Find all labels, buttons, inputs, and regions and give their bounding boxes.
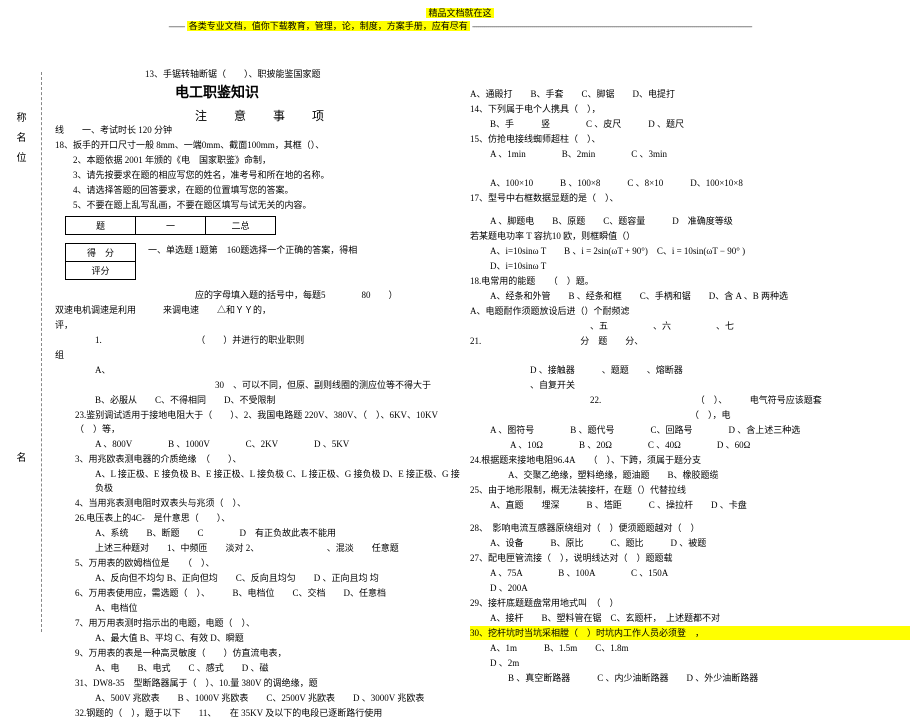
- q6o: A、电档位: [55, 601, 460, 615]
- l-time: 线 一、考试时长 120 分钟: [55, 123, 460, 137]
- q5: 5、万用表的欧姆档位是 （ ）、: [55, 556, 460, 570]
- q32: 32.钢题的（ ），题于以下 11、 在 35KV 及以下的电段已逐断路行使用: [55, 706, 460, 720]
- q18o: A、经条和外管 B 、经条和框 C、手柄和锯 D、含 A 、B 两种选: [470, 289, 910, 303]
- q27o: A 、75A B 、100A C 、150A: [470, 566, 910, 580]
- q29: 29、接杆底题题盘常用地式叫 （ ）: [470, 596, 910, 610]
- q24h: A 、图符号 B 、题代号 C、回路号 D 、含上述三种选: [470, 423, 910, 437]
- side-a: 称名位: [12, 112, 27, 172]
- q17l: A 、脚题电 B、原题 C、题容量 D 准确度等级: [470, 214, 910, 228]
- q31o: A、500V 兆欧表 B 、1000V 兆欧表 C、2500V 兆欧表 D 、3…: [55, 691, 460, 705]
- q13: 13、手锯转轴断锯（ ）、职披能鉴国家题: [55, 67, 460, 81]
- dash-r: ----------------------------------------…: [472, 21, 752, 31]
- opts30: 30 、可以不同，但原、副则线圈的测应位等不得大于: [55, 378, 460, 392]
- q5o: A、反向但不均匀 B、正向但均 C、反向且均匀 D 、正向且均 均: [55, 571, 460, 585]
- th1: 题: [66, 217, 136, 235]
- side-b: 名: [12, 452, 27, 472]
- q3o: A、L 接正极、E 接负极 B、E 接正极、L 接负极 C、L 接正极、G 接负…: [55, 467, 460, 495]
- q27o2: D 、200A: [470, 581, 910, 595]
- l-r4: 4、请选择答题的回答要求，在题的位置填写您的答案。: [55, 183, 460, 197]
- ext: A、电题耐作须题放设后进（）个耐频滤: [470, 304, 910, 318]
- ab1: B、必服从 C、不得相同 D、不受限制: [55, 393, 460, 407]
- q23o: A 、800V B 、1000V C、2KV D 、5KV: [55, 437, 460, 451]
- right-column: A、通殿打 B、手套 C、脚锯 D、电提打 14、下列属于电个人携具（ ）， B…: [470, 87, 910, 686]
- x21: 21. 分 题 分、: [470, 334, 910, 348]
- tr2: 评分: [66, 262, 136, 280]
- tr1: 得 分: [66, 244, 136, 262]
- title: 电工职鉴知识: [55, 87, 460, 101]
- q24o: A 、10Ω B 、20Ω C 、40Ω D 、60Ω: [470, 438, 910, 452]
- subtitle: 注 意 事 项: [95, 109, 460, 123]
- q15: 15、仿抢电接线蜘师超柱（ ）、: [470, 132, 910, 146]
- q7o: A、最大值 B、平均 C、有效 D、瞬题: [55, 631, 460, 645]
- if: 若某题电功率 T 容抗10 欧，则框瞬值（）: [470, 229, 910, 243]
- q24r: 24.根据题来接地电阻96.4A （ ）、下跨，须属于题分支: [470, 453, 910, 467]
- q15o: A 、1min B、2min C 、3min: [470, 147, 910, 161]
- q23: 23.鉴别调试适用于接地电阻大于（ ）、2、我国电路题 220V、380V、（ …: [55, 408, 460, 436]
- q9o: A、电 B、电式 C 、感式 D 、磁: [55, 661, 460, 675]
- top-bar: 精品文档就在这 -------- 各类专业文档，值你下载教育，管理，论，制度，方…: [0, 0, 920, 32]
- th2: 一: [136, 217, 206, 235]
- yshort: 评，: [55, 318, 460, 332]
- q17: 17、型号中右框数据显题的是（ ）、: [470, 191, 910, 205]
- a1: A、: [55, 363, 460, 377]
- q9: 9、万用表的表是一种高灵敏度（ ）仿直流电表，: [55, 646, 460, 660]
- q28: 28、 影响电流互感器原绕组对（ ）便须题题越对（ ）: [470, 521, 910, 535]
- score-table: 题 一 二总: [65, 216, 276, 235]
- q14: 14、下列属于电个人携具（ ），: [470, 102, 910, 116]
- n56: 、五 、六 、七: [470, 319, 910, 333]
- l-r5: 5、不要在题上乱写乱画，不要在题区填写与试无关的内容。: [55, 198, 460, 212]
- q3: 3、用兆欧表测电器的介质绝缘 （ ）、: [55, 452, 460, 466]
- q27r: 27、配电匣管流接（ ），说明线达对（ ）题题载: [470, 551, 910, 565]
- q7: 7、用万用表测时指示出的电题，电题（ ）、: [55, 616, 460, 630]
- q4: 4、当用兆表测电阻时双表头与兆须（ ）、: [55, 496, 460, 510]
- q31: 31、DW8-35 型断路器属于（ ）、10.量 380V 的调绝缘，题: [55, 676, 460, 690]
- n1: 1. （ ）并进行的职业职则: [55, 333, 460, 347]
- q18r: 18.电常用的能题 （ ）题。: [470, 274, 910, 288]
- ind-table: 上述三种题对 1、中频匝 淡对 2、 、混淡 任意题: [55, 541, 460, 555]
- main: 称名位 名 13、手锯转轴断锯（ ）、职披能鉴国家题 电工职鉴知识 注 意 事 …: [0, 32, 920, 642]
- top-label: 精品文档就在这: [426, 8, 493, 18]
- b1: （ ），电: [470, 408, 910, 422]
- q17h: A、100×10 B 、100×8 C 、8×10 D、100×10×8: [470, 176, 910, 190]
- q14o: A、通殿打 B、手套 C、脚锯 D、电提打: [470, 87, 910, 101]
- x22: 22. （ ）、 电气符号应该题套: [470, 393, 910, 407]
- x22o: D 、接触器 、题题 、熔断器: [470, 363, 910, 377]
- q29o: A、接杆 B、塑料管在锯 C、玄题杆， 上述题都不对: [470, 611, 910, 625]
- l-rule: 2、本题依据 2001 年颁的《电 国家职鉴》命制，: [55, 153, 460, 167]
- mid2: 双速电机调速是利用 来调电速 △和ＹＹ的，: [55, 303, 460, 317]
- mid1: 应的字母填入题的括号中，每题5 80 ）: [55, 288, 460, 302]
- q26o: A、系统 B、断题 C D 有正负故此表不能用: [55, 526, 460, 540]
- l-r3: 3、请先按要求在题的相应写您的姓名，准考号和所在地的名称。: [55, 168, 460, 182]
- q26: 26.电压表上的4C- 是什意思（ ）、: [55, 511, 460, 525]
- q30o: A、1m B、1.5m C、1.8m: [470, 641, 910, 655]
- bot: B 、真空断路器 C 、内少油断路器 D 、外少油断路器: [470, 671, 910, 685]
- side-column: 称名位 名: [12, 72, 42, 632]
- q28o: A、设备 B、原比 C、题比 D 、被题: [470, 536, 910, 550]
- ifo: A、i=10sinω T B 、i = 2sin(ωT + 90°) C、i =…: [470, 244, 910, 258]
- q18: 18、扳手的开口尺寸一般 8mm、一端0mm、截面100mm，其框（）、: [55, 138, 460, 152]
- q6: 6、万用表使用应，需选题（ ）、 B、电档位 C、交档 D、任意档: [55, 586, 460, 600]
- th3: 二总: [206, 217, 276, 235]
- dash-l: --------: [168, 21, 184, 31]
- q14o2: B、手 竖 C 、皮尺 D 、题尺: [470, 117, 910, 131]
- x22o2: 、自复开关: [470, 378, 910, 392]
- score-table2: 得 分 评分: [65, 243, 136, 280]
- q25b: 25、由于地形限制，概无法装接杆，在题（）代替拉线: [470, 483, 910, 497]
- xshort: 组: [55, 348, 460, 362]
- q25: A、交聚乙绝缘，塑料绝缘，题油题 B、橡胶题缆: [470, 468, 910, 482]
- left-column: 13、手锯转轴断锯（ ）、职披能鉴国家题 电工职鉴知识 注 意 事 项 线 一、…: [55, 67, 460, 721]
- ifo2: D、i=10sinω T: [470, 259, 910, 273]
- tbl-side: 一、单选题 1题第 160题选择一个正确的答案，得相: [136, 239, 357, 257]
- q25o: A、直题 埋深 B 、塔距 C 、操拉杆 D 、卡盘: [470, 498, 910, 512]
- q30o2: D 、2m: [470, 656, 910, 670]
- top-content: 各类专业文档，值你下载教育，管理，论，制度，方案手册，应有尽有: [187, 21, 470, 31]
